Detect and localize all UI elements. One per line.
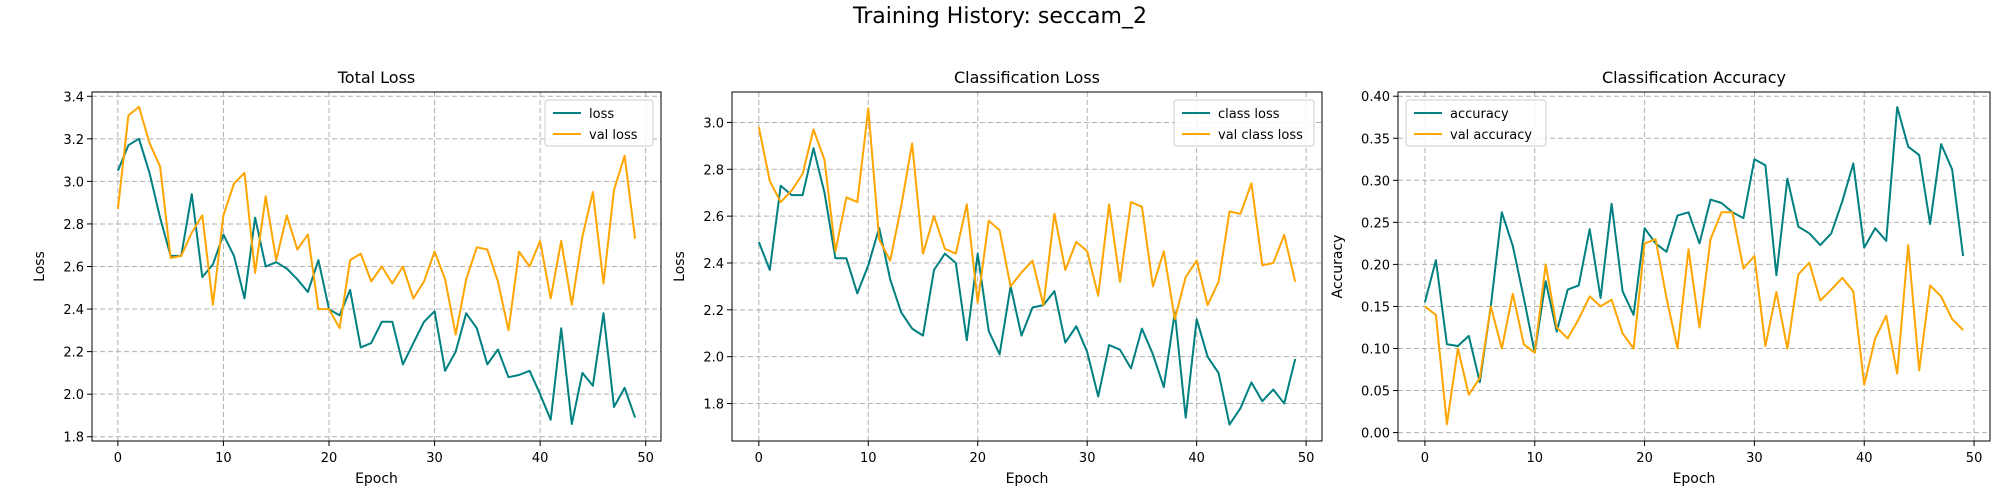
- chart2-legend-label: class loss: [1218, 107, 1280, 122]
- chart3-series-line-train: [1423, 106, 1965, 384]
- figure-title: Training History: seccam_2: [853, 4, 1147, 29]
- chart1-y-tick-label: 3.2: [63, 133, 84, 148]
- chart3-y-tick-label: 0.40: [1361, 90, 1390, 105]
- chart3-y-tick-label: 0.35: [1361, 132, 1390, 147]
- chart2-x-tick-label: 40: [1188, 451, 1205, 466]
- chart2-axes-frame: [731, 91, 1323, 442]
- chart2-x-tick-label: 20: [969, 451, 986, 466]
- chart1: 0 10 20 30 40 50 1.8 2.0 2.2 2.4 2.6 2.8 3.0 3.2 3.4 To…: [32, 68, 662, 487]
- chart1-legend: loss val loss: [544, 99, 654, 147]
- chart3-series-line-val: [1424, 211, 1964, 426]
- chart3-x-tick-label: 0: [1421, 451, 1429, 466]
- chart3-x-tick-label: 10: [1526, 451, 1543, 466]
- chart1-x-tick-label: 0: [114, 451, 122, 466]
- chart2: 0 10 20 30 40 50 1.8 2.0 2.2 2.4 2.6 2.8 3.0 Classifi…: [672, 68, 1323, 487]
- chart2-y-tick-label: 2.2: [703, 304, 724, 319]
- chart3-y-axis-label: Accuracy: [1330, 235, 1346, 299]
- chart2-y-tick-label: 2.6: [703, 210, 724, 225]
- chart2-y-axis-label: Loss: [672, 251, 688, 282]
- chart3: 0 10 20 30 40 50 0.00 0.05 0.10 0.15 0.20 0.25 0.30 0…: [1330, 68, 1991, 487]
- chart1-y-axis-label: Loss: [32, 251, 48, 282]
- chart2-title: Classification Loss: [954, 68, 1100, 87]
- chart3-legend: accuracy val accuracy: [1405, 99, 1547, 147]
- chart2-series-line-val: [757, 107, 1297, 321]
- chart3-y-tick-label: 0.20: [1361, 258, 1390, 273]
- chart3-title: Classification Accuracy: [1602, 68, 1786, 87]
- chart3-legend-label: val accuracy: [1450, 128, 1532, 143]
- chart3-y-tick-label: 0.10: [1361, 342, 1390, 357]
- chart2-x-tick-label: 30: [1079, 451, 1096, 466]
- chart2-y-tick-label: 2.0: [703, 351, 724, 366]
- chart1-series-line-val: [116, 105, 637, 336]
- chart1-x-tick-label: 40: [532, 451, 549, 466]
- chart1-x-tick-label: 20: [321, 451, 338, 466]
- chart2-legend-label: val class loss: [1218, 128, 1303, 143]
- chart3-x-tick-label: 20: [1636, 451, 1653, 466]
- chart1-y-tick-label: 2.4: [63, 303, 84, 318]
- chart1-y-tick-label: 2.6: [63, 261, 84, 276]
- chart3-y-tick-label: 0.30: [1361, 174, 1390, 189]
- chart1-x-tick-label: 30: [426, 451, 443, 466]
- chart2-legend: class loss val class loss: [1173, 99, 1315, 147]
- chart1-y-tick-label: 2.2: [63, 346, 84, 361]
- chart2-y-tick-label: 1.8: [703, 398, 724, 413]
- chart1-title: Total Loss: [337, 68, 416, 87]
- chart2-series-line-train: [757, 147, 1297, 426]
- chart1-x-tick-label: 10: [215, 451, 232, 466]
- chart1-x-axis-label: Epoch: [355, 471, 398, 487]
- chart3-x-tick-label: 50: [1966, 451, 1983, 466]
- chart3-axes-frame: [1397, 91, 1991, 442]
- chart2-x-tick-label: 10: [860, 451, 877, 466]
- chart3-plot-area: [1398, 92, 1990, 441]
- chart1-y-tick-label: 1.8: [63, 431, 84, 446]
- chart1-series-line-train: [116, 137, 637, 425]
- chart2-y-tick-label: 2.8: [703, 163, 724, 178]
- chart1-x-tick-label: 50: [637, 451, 654, 466]
- chart1-legend-label: loss: [589, 107, 614, 122]
- chart3-y-tick-label: 0.25: [1361, 216, 1390, 231]
- chart3-x-axis-label: Epoch: [1673, 471, 1716, 487]
- chart1-y-tick-label: 3.0: [63, 175, 84, 190]
- chart2-y-tick-label: 3.0: [703, 116, 724, 131]
- chart1-y-tick-label: 3.4: [63, 90, 84, 105]
- chart2-y-tick-label: 2.4: [703, 257, 724, 272]
- chart3-y-tick-label: 0.05: [1361, 385, 1390, 400]
- chart3-x-tick-label: 30: [1746, 451, 1763, 466]
- chart3-y-tick-label: 0.15: [1361, 300, 1390, 315]
- chart3-y-tick-label: 0.00: [1361, 427, 1390, 442]
- chart1-legend-label: val loss: [589, 128, 638, 143]
- chart1-y-tick-label: 2.8: [63, 218, 84, 233]
- chart2-x-axis-label: Epoch: [1006, 471, 1049, 487]
- chart3-legend-label: accuracy: [1450, 107, 1509, 122]
- chart2-x-tick-label: 50: [1298, 451, 1315, 466]
- chart3-x-tick-label: 40: [1856, 451, 1873, 466]
- chart1-y-tick-label: 2.0: [63, 388, 84, 403]
- chart2-x-tick-label: 0: [755, 451, 763, 466]
